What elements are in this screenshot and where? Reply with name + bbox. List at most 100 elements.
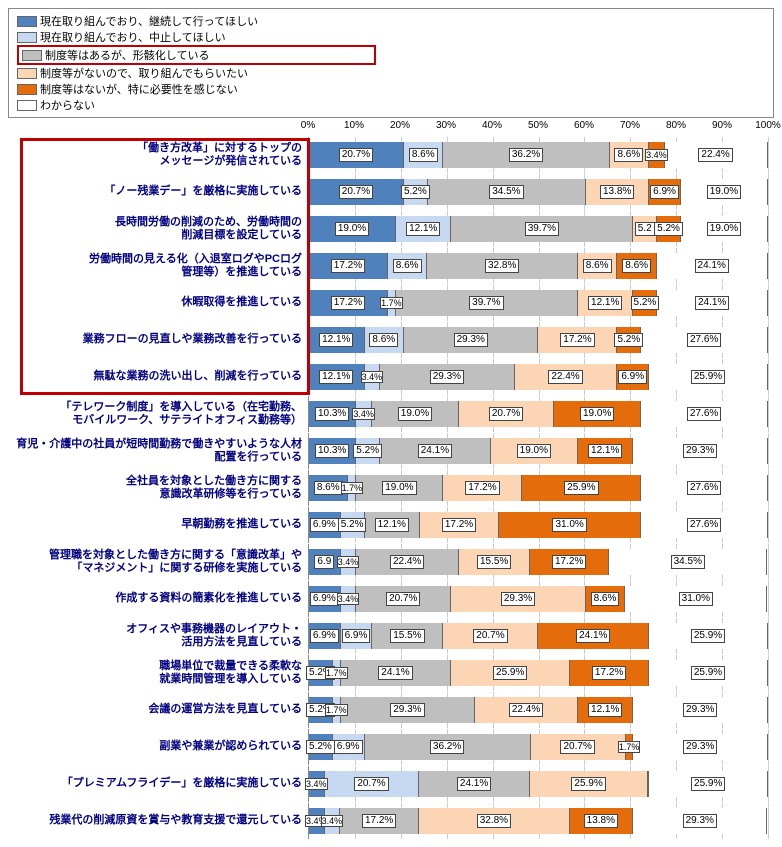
row-label: 職場単位で裁量できる柔軟な就業時間管理を導入している: [8, 655, 308, 691]
legend-swatch: [17, 32, 37, 43]
segment-value: 6.9%: [334, 740, 363, 754]
segment-value: 12.1%: [319, 370, 353, 384]
bar-segment: 5.2%: [309, 734, 333, 760]
segment-value: 17.2%: [592, 666, 626, 680]
chart-row: 無駄な業務の洗い出し、削減を行っている12.1%3.4%29.3%22.4%6.…: [8, 358, 774, 395]
segment-value: 5.2%: [306, 740, 335, 754]
bar-segment: 8.6%: [578, 253, 617, 279]
segment-value: 13.8%: [584, 814, 618, 828]
chart-row: 作成する資料の簡素化を推進している6.9%3.4%20.7%29.3%8.6%3…: [8, 580, 774, 617]
bar-area: 6.9%6.9%15.5%20.7%24.1%25.9%: [308, 618, 768, 654]
segment-value: 19.0%: [580, 407, 614, 421]
axis-tick: 10%: [344, 120, 364, 131]
row-label: 早朝勤務を推進している: [8, 507, 308, 543]
legend: 現在取り組んでおり、継続して行ってほしい現在取り組んでおり、中止してほしい制度等…: [8, 8, 774, 118]
row-label: 「ノー残業デー」を厳格に実施している: [8, 174, 308, 210]
bar-segment: 17.2%: [420, 512, 499, 538]
segment-value: 6.9%: [650, 185, 679, 199]
bar-area: 6.9%5.2%12.1%17.2%31.0%27.6%: [308, 507, 768, 543]
segment-value: 36.2%: [509, 148, 543, 162]
bar-segment: 32.8%: [419, 808, 570, 834]
bar-area: 12.1%8.6%29.3%17.2%5.2%27.6%: [308, 322, 768, 358]
stacked-bar: 10.3%5.2%24.1%19.0%12.1%29.3%: [309, 438, 768, 464]
bar-segment: 34.5%: [609, 549, 767, 575]
bar-segment: 20.7%: [531, 734, 626, 760]
bar-segment: 3.4%: [356, 401, 372, 427]
chart-row: 職場単位で裁量できる柔軟な就業時間管理を導入している5.2%1.7%24.1%2…: [8, 654, 774, 691]
bar-segment: 25.9%: [451, 660, 570, 686]
chart-row: 全社員を対象とした働き方に関する意識改革研修等を行っている8.6%1.7%19.…: [8, 469, 774, 506]
segment-value: 12.1%: [588, 444, 622, 458]
segment-value: 5.2: [635, 222, 655, 236]
legend-item: 制度等はないが、特に必要性を感じない: [17, 81, 376, 97]
bar-segment: 29.3%: [633, 438, 767, 464]
bar-segment: 12.1%: [578, 697, 634, 723]
bar-area: 6.93.4%22.4%15.5%17.2%34.5%: [308, 544, 768, 580]
segment-value: 24.1%: [695, 296, 729, 310]
segment-value: 17.2%: [442, 518, 476, 532]
bar-segment: 27.6%: [641, 327, 768, 353]
bar-segment: 8.6%: [617, 253, 656, 279]
bar-segment: 10.3%: [309, 438, 356, 464]
bar-segment: 31.0%: [625, 586, 767, 612]
segment-value: 22.4%: [548, 370, 582, 384]
bar-segment: 27.6%: [641, 401, 768, 427]
row-label: 「働き方改革」に対するトップのメッセージが発信されている: [8, 137, 308, 173]
legend-label: 現在取り組んでおり、中止してほしい: [40, 29, 226, 45]
legend-label: わからない: [40, 97, 95, 113]
stacked-bar: 17.2%8.6%32.8%8.6%8.6%24.1%: [309, 253, 768, 279]
bar-segment: 24.1%: [419, 771, 529, 797]
segment-value: 8.6%: [409, 148, 438, 162]
segment-value: 12.1%: [319, 333, 353, 347]
row-label: 育児・介護中の社員が短時間勤務で働きやすいような人材配置を行っている: [8, 433, 308, 469]
bar-segment: 22.4%: [356, 549, 459, 575]
bar-segment: 29.3%: [633, 697, 767, 723]
segment-value: 20.7%: [473, 629, 507, 643]
bar-segment: 29.3%: [633, 734, 767, 760]
stacked-bar: 3.4%3.4%17.2%32.8%13.8%29.3%: [309, 808, 768, 834]
segment-value: 19.0%: [398, 407, 432, 421]
bar-segment: 39.7%: [396, 290, 578, 316]
row-label: 副業や兼業が認められている: [8, 729, 308, 765]
row-label: 休暇取得を推進している: [8, 285, 308, 321]
bar-segment: 17.2%: [340, 808, 419, 834]
bar-segment: 27.6%: [641, 512, 768, 538]
chart-row: 業務フローの見直しや業務改善を行っている12.1%8.6%29.3%17.2%5…: [8, 321, 774, 358]
segment-value: 27.6%: [687, 407, 721, 421]
axis-tick: 60%: [574, 120, 594, 131]
stacked-bar: 3.4%20.7%24.1%25.9%25.9%: [309, 771, 768, 797]
segment-value: 39.7%: [525, 222, 559, 236]
bar-segment: 20.7%: [443, 623, 538, 649]
axis-tick: 20%: [390, 120, 410, 131]
bar-segment: 17.2%: [538, 327, 617, 353]
bar-segment: 3.4%: [325, 808, 341, 834]
legend-label: 制度等はあるが、形骸化している: [45, 47, 209, 63]
legend-label: 制度等はないが、特に必要性を感じない: [40, 81, 238, 97]
axis-tick: 40%: [482, 120, 502, 131]
bar-segment: 1.7%: [388, 290, 396, 316]
segment-value: 24.1%: [457, 777, 491, 791]
legend-label: 現在取り組んでおり、継続して行ってほしい: [40, 13, 258, 29]
bar-area: 10.3%5.2%24.1%19.0%12.1%29.3%: [308, 433, 768, 469]
bar-segment: 24.1%: [341, 660, 452, 686]
bar-segment: 19.0%: [372, 401, 459, 427]
bar-segment: 5.2%: [356, 438, 380, 464]
bar-area: 17.2%1.7%39.7%12.1%5.2%24.1%: [308, 285, 768, 321]
bar-segment: 22.4%: [515, 364, 618, 390]
legend-item: わからない: [17, 97, 376, 113]
segment-value: 12.1%: [588, 703, 622, 717]
bar-segment: 17.2%: [570, 660, 649, 686]
segment-value: 25.9%: [564, 481, 598, 495]
bar-segment: 24.1%: [657, 253, 768, 279]
bar-segment: 5.2%: [404, 179, 428, 205]
segment-value: 1.7%: [380, 297, 403, 310]
segment-value: 27.6%: [687, 333, 721, 347]
segment-value: 32.8%: [485, 259, 519, 273]
segment-value: 31.0%: [552, 518, 586, 532]
bar-segment: 13.8%: [570, 808, 633, 834]
segment-value: 12.1%: [406, 222, 440, 236]
segment-value: 15.5%: [390, 629, 424, 643]
segment-value: 6.9%: [618, 370, 647, 384]
row-label: 会議の運営方法を見直している: [8, 692, 308, 728]
segment-value: 17.2%: [552, 555, 586, 569]
